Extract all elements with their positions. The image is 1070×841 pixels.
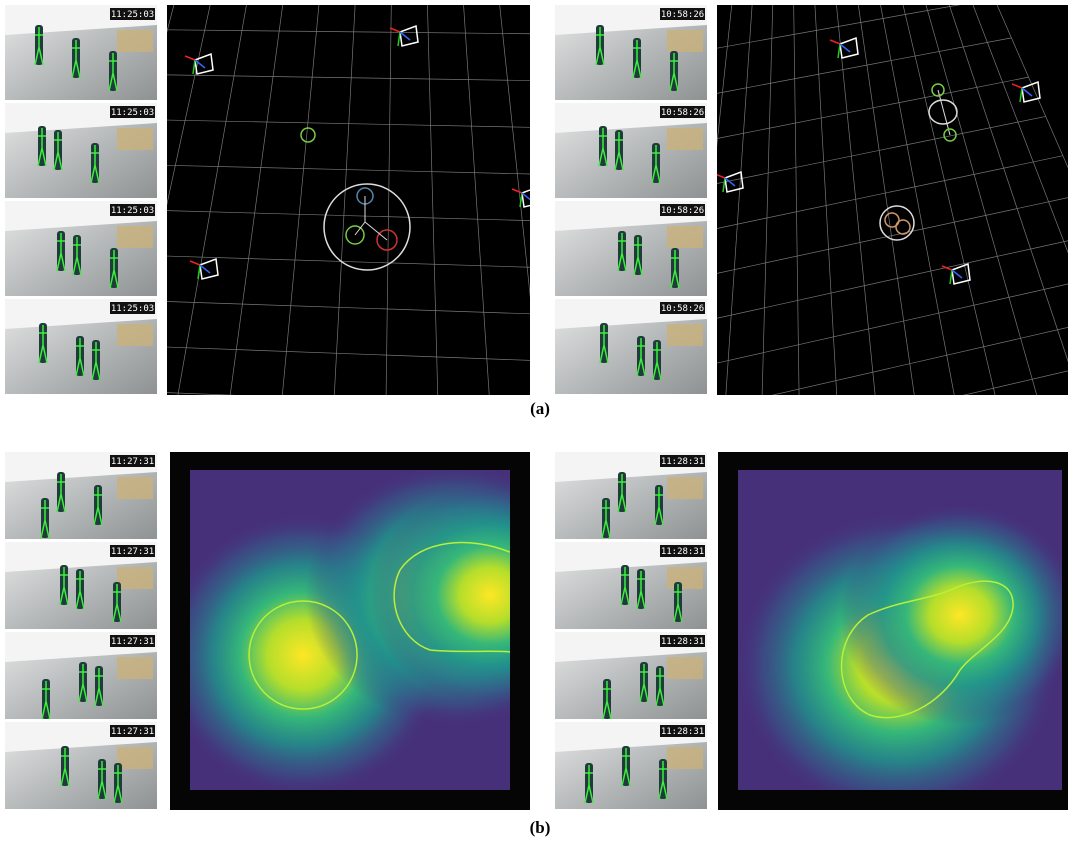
caption-a: (a) bbox=[530, 399, 550, 418]
density-blob bbox=[840, 505, 1070, 725]
timestamp: 11:25:03 bbox=[111, 10, 154, 20]
timestamp: 11:25:03 bbox=[111, 108, 154, 118]
timestamp: 11:28:31 bbox=[661, 637, 704, 647]
desk bbox=[667, 30, 703, 52]
desk bbox=[667, 567, 703, 589]
caption-b: (b) bbox=[530, 818, 551, 837]
desk bbox=[117, 128, 153, 150]
camera-thumbnail: 11:28:31 bbox=[555, 542, 707, 629]
camera-thumbnail: 11:28:31 bbox=[555, 632, 707, 719]
timestamp: 11:27:31 bbox=[111, 637, 154, 647]
desk bbox=[117, 30, 153, 52]
timestamp: 10:58:26 bbox=[661, 10, 704, 20]
camera-thumbnail: 11:25:03 bbox=[5, 5, 157, 100]
timestamp: 10:58:26 bbox=[661, 304, 704, 314]
timestamp: 11:28:31 bbox=[661, 457, 704, 467]
camera-thumbnail: 11:28:31 bbox=[555, 722, 707, 809]
timestamp: 11:27:31 bbox=[111, 547, 154, 557]
timestamp: 11:28:31 bbox=[661, 547, 704, 557]
desk bbox=[117, 747, 153, 769]
scene-bg bbox=[167, 5, 530, 395]
desk bbox=[667, 128, 703, 150]
figure: (a) (b) 11:25:03 11:25:03 11:25:03 11:25:03… bbox=[0, 0, 1070, 841]
camera-thumbnail: 11:27:31 bbox=[5, 722, 157, 809]
desk bbox=[117, 324, 153, 346]
camera-thumbnail: 11:25:03 bbox=[5, 103, 157, 198]
desk bbox=[117, 477, 153, 499]
timestamp: 10:58:26 bbox=[661, 108, 704, 118]
camera-thumbnail: 10:58:26 bbox=[555, 299, 707, 394]
desk bbox=[117, 567, 153, 589]
desk bbox=[667, 324, 703, 346]
timestamp: 11:27:31 bbox=[111, 727, 154, 737]
timestamp: 10:58:26 bbox=[661, 206, 704, 216]
desk bbox=[667, 226, 703, 248]
camera-thumbnail: 10:58:26 bbox=[555, 103, 707, 198]
desk bbox=[117, 226, 153, 248]
scene-bg bbox=[717, 5, 1068, 395]
timestamp: 11:27:31 bbox=[111, 457, 154, 467]
timestamp: 11:28:31 bbox=[661, 727, 704, 737]
camera-thumbnail: 11:28:31 bbox=[555, 452, 707, 539]
camera-thumbnail: 11:27:31 bbox=[5, 632, 157, 719]
desk bbox=[667, 747, 703, 769]
camera-thumbnail: 11:27:31 bbox=[5, 542, 157, 629]
timestamp: 11:25:03 bbox=[111, 206, 154, 216]
desk bbox=[117, 657, 153, 679]
camera-thumbnail: 11:25:03 bbox=[5, 299, 157, 394]
camera-thumbnail: 10:58:26 bbox=[555, 201, 707, 296]
camera-thumbnail: 11:25:03 bbox=[5, 201, 157, 296]
desk bbox=[667, 477, 703, 499]
camera-thumbnail: 10:58:26 bbox=[555, 5, 707, 100]
timestamp: 11:25:03 bbox=[111, 304, 154, 314]
desk bbox=[667, 657, 703, 679]
camera-thumbnail: 11:27:31 bbox=[5, 452, 157, 539]
